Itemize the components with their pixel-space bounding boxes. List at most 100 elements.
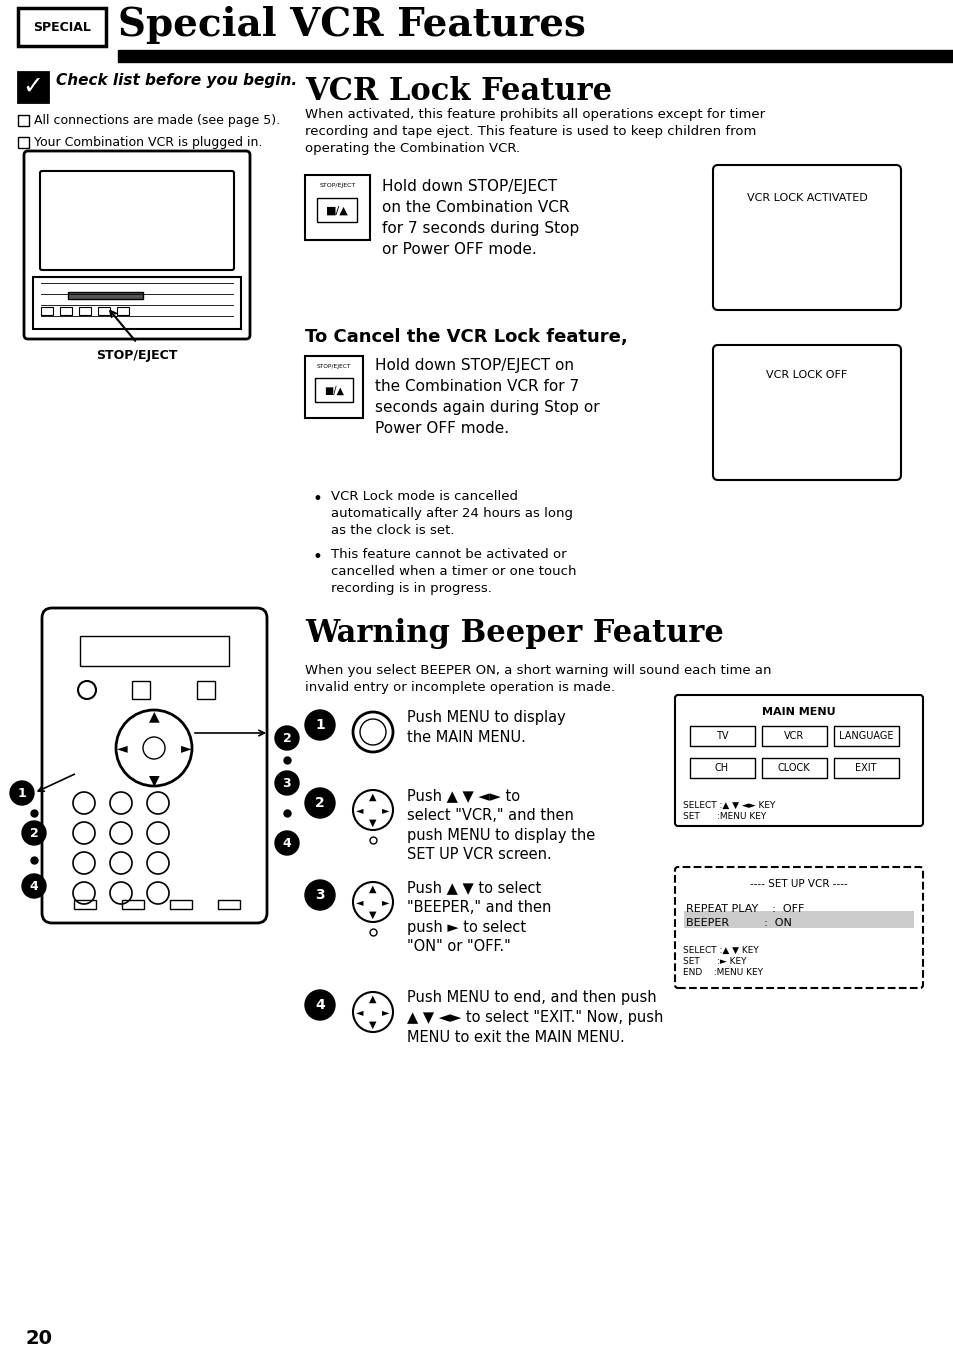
Text: ▲: ▲	[369, 993, 376, 1004]
Text: ◄: ◄	[355, 897, 363, 906]
Bar	[314, 379, 353, 402]
Text: ◄: ◄	[355, 805, 363, 816]
Text: Push MENU to display
the MAIN MENU.: Push MENU to display the MAIN MENU.	[407, 710, 565, 745]
Text: 4: 4	[282, 836, 291, 849]
Text: ►: ►	[382, 897, 390, 906]
Bar	[761, 759, 826, 778]
Text: ◄: ◄	[355, 1007, 363, 1016]
Text: 4: 4	[30, 879, 38, 893]
Bar	[98, 307, 110, 315]
Text: When you select BEEPER ON, a short warning will sound each time an
invalid entry: When you select BEEPER ON, a short warni…	[305, 664, 771, 693]
Text: 3: 3	[282, 776, 291, 790]
Text: CH: CH	[714, 763, 728, 773]
Circle shape	[22, 874, 46, 898]
Text: ▼: ▼	[369, 1020, 376, 1030]
Bar	[305, 175, 370, 240]
Text: All connections are made (see page 5).: All connections are made (see page 5).	[34, 114, 280, 126]
Bar	[122, 900, 144, 909]
Text: To Cancel the VCR Lock feature,: To Cancel the VCR Lock feature,	[305, 328, 627, 346]
Bar	[170, 900, 192, 909]
Bar	[18, 72, 48, 102]
Bar	[833, 759, 898, 778]
Text: ►: ►	[180, 741, 192, 754]
Bar	[33, 277, 241, 328]
Bar	[74, 900, 96, 909]
Text: Push ▲ ▼ to select
"BEEPER," and then
push ► to select
"ON" or "OFF.": Push ▲ ▼ to select "BEEPER," and then pu…	[407, 879, 551, 954]
Text: STOP/EJECT: STOP/EJECT	[96, 349, 177, 361]
Text: VCR LOCK ACTIVATED: VCR LOCK ACTIVATED	[746, 193, 866, 204]
Text: Warning Beeper Feature: Warning Beeper Feature	[305, 617, 723, 649]
Circle shape	[10, 782, 34, 805]
Text: Special VCR Features: Special VCR Features	[118, 5, 585, 43]
Circle shape	[274, 830, 298, 855]
Circle shape	[274, 726, 298, 750]
Text: ►: ►	[382, 1007, 390, 1016]
Text: ►: ►	[382, 805, 390, 816]
Text: 2: 2	[282, 731, 291, 745]
Text: Hold down STOP/EJECT
on the Combination VCR
for 7 seconds during Stop
or Power O: Hold down STOP/EJECT on the Combination …	[381, 179, 578, 256]
Text: Check list before you begin.: Check list before you begin.	[56, 72, 296, 87]
Bar	[132, 681, 150, 699]
Circle shape	[305, 710, 335, 740]
Text: •: •	[313, 490, 322, 508]
Text: SPECIAL: SPECIAL	[33, 20, 91, 34]
Text: ■/▲: ■/▲	[326, 206, 349, 216]
Text: Push MENU to end, and then push
▲ ▼ ◄► to select "EXIT." Now, push
MENU to exit : Push MENU to end, and then push ▲ ▼ ◄► t…	[407, 991, 662, 1045]
Text: 4: 4	[314, 997, 325, 1012]
Text: LANGUAGE: LANGUAGE	[838, 731, 892, 741]
Text: Hold down STOP/EJECT on
the Combination VCR for 7
seconds again during Stop or
P: Hold down STOP/EJECT on the Combination …	[375, 358, 599, 436]
Bar	[79, 307, 91, 315]
Bar	[316, 198, 356, 223]
Text: VCR LOCK OFF: VCR LOCK OFF	[765, 370, 846, 380]
Text: 20: 20	[25, 1329, 52, 1348]
Text: ▼: ▼	[369, 818, 376, 828]
Bar	[41, 307, 53, 315]
Bar	[833, 726, 898, 746]
Text: •: •	[313, 548, 322, 566]
Bar	[761, 726, 826, 746]
Bar	[218, 900, 240, 909]
Text: 2: 2	[30, 826, 38, 840]
Bar	[689, 726, 754, 746]
Text: MAIN MENU: MAIN MENU	[761, 707, 835, 716]
Bar	[117, 307, 129, 315]
Text: Push ▲ ▼ ◄► to
select "VCR," and then
push MENU to display the
SET UP VCR screen: Push ▲ ▼ ◄► to select "VCR," and then pu…	[407, 788, 595, 863]
Text: ■/▲: ■/▲	[324, 385, 344, 396]
Text: 1: 1	[314, 718, 325, 731]
Text: TV: TV	[715, 731, 727, 741]
Bar	[683, 911, 913, 928]
Bar	[118, 50, 953, 62]
Text: 1: 1	[17, 787, 27, 799]
Circle shape	[305, 788, 335, 818]
Text: VCR Lock mode is cancelled
automatically after 24 hours as long
as the clock is : VCR Lock mode is cancelled automatically…	[331, 490, 573, 537]
Text: STOP/EJECT: STOP/EJECT	[319, 182, 355, 187]
Bar	[80, 636, 229, 666]
Bar	[196, 681, 214, 699]
Text: 3: 3	[314, 887, 324, 902]
Circle shape	[305, 879, 335, 911]
Text: 2: 2	[314, 797, 325, 810]
Bar	[60, 307, 71, 315]
Text: ✓: ✓	[23, 75, 44, 99]
Text: When activated, this feature prohibits all operations except for timer
recording: When activated, this feature prohibits a…	[305, 109, 764, 155]
Text: Your Combination VCR is plugged in.: Your Combination VCR is plugged in.	[34, 136, 262, 148]
Bar	[18, 137, 29, 148]
Circle shape	[274, 771, 298, 795]
Text: ▼: ▼	[149, 773, 159, 787]
Text: ▲: ▲	[149, 708, 159, 723]
Bar	[18, 115, 29, 126]
Text: EXIT: EXIT	[854, 763, 876, 773]
Circle shape	[305, 991, 335, 1020]
Bar	[689, 759, 754, 778]
Text: ◄: ◄	[116, 741, 127, 754]
Text: STOP/EJECT: STOP/EJECT	[316, 364, 351, 369]
Text: SELECT :▲ ▼ ◄► KEY
SET      :MENU KEY: SELECT :▲ ▼ ◄► KEY SET :MENU KEY	[682, 801, 775, 821]
Text: VCR Lock Feature: VCR Lock Feature	[305, 76, 612, 107]
Circle shape	[22, 821, 46, 845]
Text: VCR: VCR	[783, 731, 803, 741]
Text: ▼: ▼	[369, 911, 376, 920]
Text: ---- SET UP VCR ----: ---- SET UP VCR ----	[749, 879, 847, 889]
Bar	[68, 292, 143, 299]
Text: CLOCK: CLOCK	[777, 763, 809, 773]
Text: REPEAT PLAY    :  OFF: REPEAT PLAY : OFF	[685, 904, 803, 915]
